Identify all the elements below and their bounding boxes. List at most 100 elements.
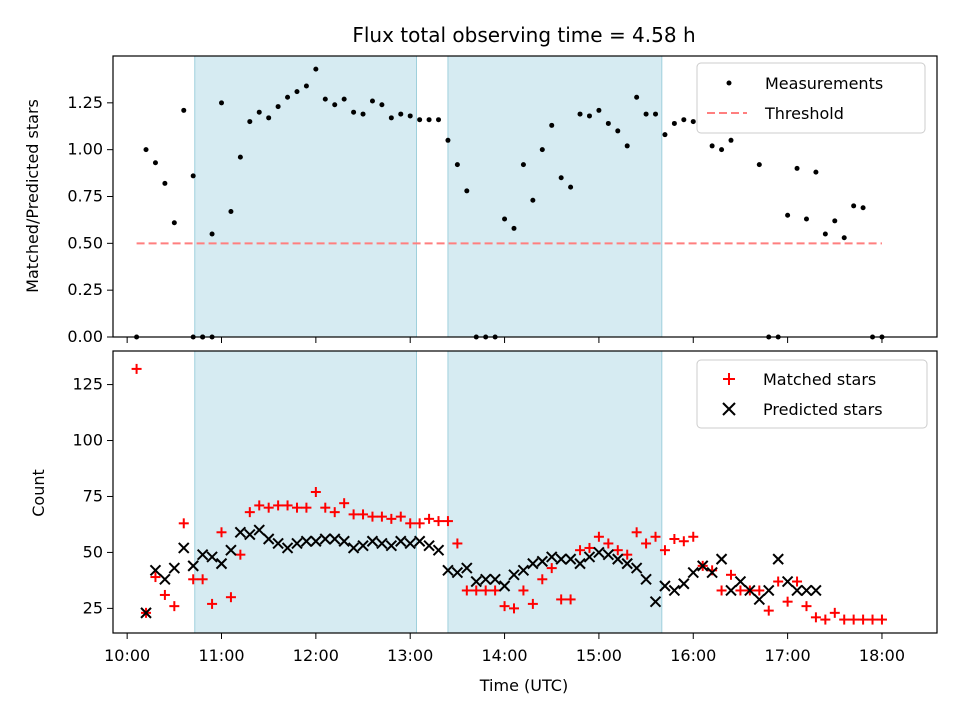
predicted-x-b	[640, 573, 652, 585]
matched-star-point	[395, 511, 406, 522]
measurement-point	[303, 83, 309, 89]
predicted-x-b	[281, 542, 294, 554]
bottom-panel: 25 50 75 100 125 10:00 11:00 12:00 13:00 14:00 15:…	[72, 350, 938, 665]
top-shaded-interval	[447, 55, 663, 338]
predicted-star-point	[508, 569, 520, 581]
matched-star-point	[424, 513, 435, 524]
measurement-point	[209, 334, 215, 340]
predicted-star-point	[791, 584, 803, 597]
predicted-x-b	[149, 564, 162, 577]
measurement-point	[473, 334, 479, 340]
matched-star-point	[716, 585, 727, 596]
predicted-x-b	[395, 535, 407, 547]
predicted-star-point	[168, 562, 181, 574]
predicted-star-point	[404, 537, 416, 550]
predicted-x-b	[442, 564, 454, 577]
matched-star-point	[452, 538, 463, 549]
matched-star-point	[225, 592, 236, 603]
matched-star-point	[159, 589, 170, 600]
bottom-y-tick-label: 50	[83, 542, 103, 561]
matched-star-point	[301, 502, 312, 513]
matched-star-point	[169, 601, 180, 612]
measurement-point	[709, 143, 715, 149]
measurement-point	[803, 216, 809, 222]
measurement-point	[351, 109, 357, 115]
predicted-star-point	[687, 566, 699, 579]
matched-star-point	[537, 574, 548, 585]
measurement-point	[152, 160, 158, 166]
measurement-point	[520, 162, 526, 168]
matched-star-point	[367, 511, 378, 522]
measurement-point	[294, 89, 300, 95]
bottom-y-axis-label: Count	[29, 469, 48, 517]
predicted-x-b	[451, 566, 464, 579]
matched-star-point	[527, 598, 538, 609]
matched-star-point	[688, 531, 699, 542]
predicted-x-b	[470, 575, 482, 588]
predicted-x-b	[178, 542, 190, 554]
bottom-axes-frame	[112, 350, 938, 634]
matched-star-point	[669, 534, 680, 544]
predicted-star-point	[225, 544, 237, 556]
predicted-x-b	[574, 557, 586, 570]
predicted-x-b	[508, 569, 520, 581]
x-axis-label: Time (UTC)	[479, 676, 568, 695]
matched-star-point	[320, 502, 331, 513]
measurement-point	[360, 111, 366, 117]
measurement-point	[511, 225, 517, 231]
predicted-star-point	[310, 535, 322, 547]
measurement-point	[634, 94, 640, 100]
measurement-point	[285, 94, 291, 100]
predicted-x-b	[791, 584, 803, 597]
matched-star-point	[188, 574, 199, 585]
predicted-star-point	[734, 575, 747, 588]
predicted-x-b	[489, 573, 501, 585]
predicted-x-b	[696, 560, 709, 572]
measurement-point	[766, 334, 772, 340]
top-legend-box	[696, 62, 926, 134]
matched-legend-marker	[723, 373, 735, 385]
predicted-legend-label: Predicted stars	[763, 400, 883, 419]
measurement-point	[586, 113, 592, 119]
measurement-point	[247, 119, 253, 125]
predicted-star-point	[621, 557, 633, 570]
matched-star-point	[518, 585, 529, 596]
measurement-point	[775, 334, 781, 340]
predicted-x-b	[555, 553, 567, 565]
matched-star-point	[508, 603, 519, 614]
matched-star-point	[358, 509, 369, 520]
predicted-star-point	[781, 575, 794, 588]
matched-star-point	[810, 612, 821, 623]
measurement-point	[200, 334, 206, 340]
matched-star-point	[829, 607, 840, 618]
measurement-point	[379, 102, 385, 108]
predicted-star-point	[593, 546, 605, 559]
predicted-star-point	[178, 542, 190, 554]
predicted-star-point	[546, 551, 558, 563]
predicted-x-b	[659, 580, 671, 592]
top-y-tick-label: 1.00	[67, 140, 103, 159]
predicted-x-b	[687, 566, 699, 579]
measurement-point	[162, 180, 168, 186]
predicted-star-point	[612, 553, 624, 565]
measurement-point	[756, 162, 762, 168]
measurements-legend-label: Measurements	[765, 74, 883, 93]
predicted-x-b	[272, 537, 284, 550]
matched-star-point	[801, 601, 812, 612]
predicted-x-b	[215, 557, 228, 570]
x-tick-label: 10:00	[104, 646, 150, 665]
predicted-star-point	[385, 540, 398, 552]
measurement-point	[266, 115, 272, 121]
predicted-x-b	[206, 551, 218, 563]
predicted-x-b	[772, 553, 784, 565]
predicted-star-point	[517, 564, 530, 577]
measurement-point	[794, 165, 800, 171]
matched-star-point	[575, 545, 586, 556]
top-y-tick-label: 0.50	[67, 233, 103, 252]
predicted-star-point	[366, 535, 379, 547]
measurement-point	[407, 113, 413, 119]
predicted-x-b	[668, 584, 681, 597]
predicted-x-b	[140, 607, 152, 619]
matched-star-point	[659, 545, 670, 556]
predicted-star-point	[649, 595, 662, 608]
